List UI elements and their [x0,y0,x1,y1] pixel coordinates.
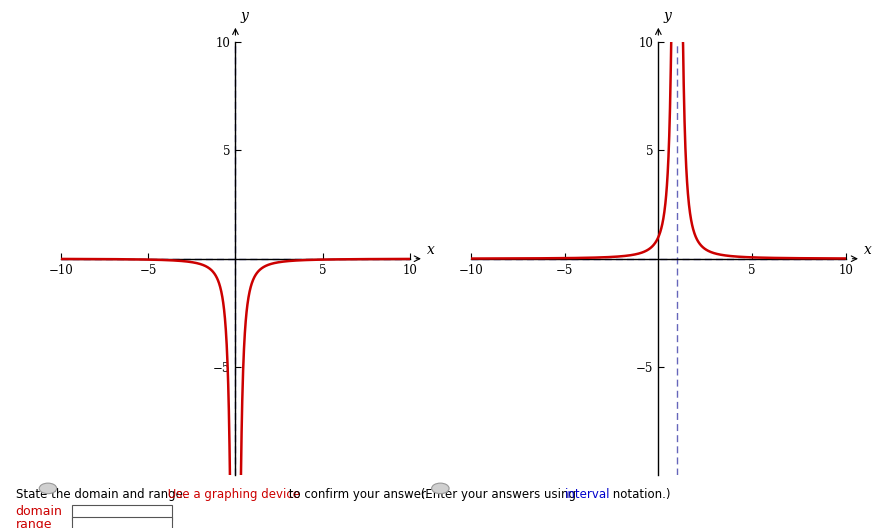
Text: notation.): notation.) [609,487,671,501]
Text: range: range [16,518,52,528]
Text: (Enter your answers using: (Enter your answers using [417,487,580,501]
Text: x: x [864,243,872,257]
Text: y: y [240,10,249,23]
Text: Use a graphing device: Use a graphing device [164,487,300,501]
Text: interval: interval [565,487,610,501]
Text: domain: domain [16,505,63,517]
Text: State the domain and range.: State the domain and range. [16,487,187,501]
Text: y: y [664,10,671,23]
Text: to confirm your answer.: to confirm your answer. [285,487,428,501]
Text: x: x [426,243,435,257]
